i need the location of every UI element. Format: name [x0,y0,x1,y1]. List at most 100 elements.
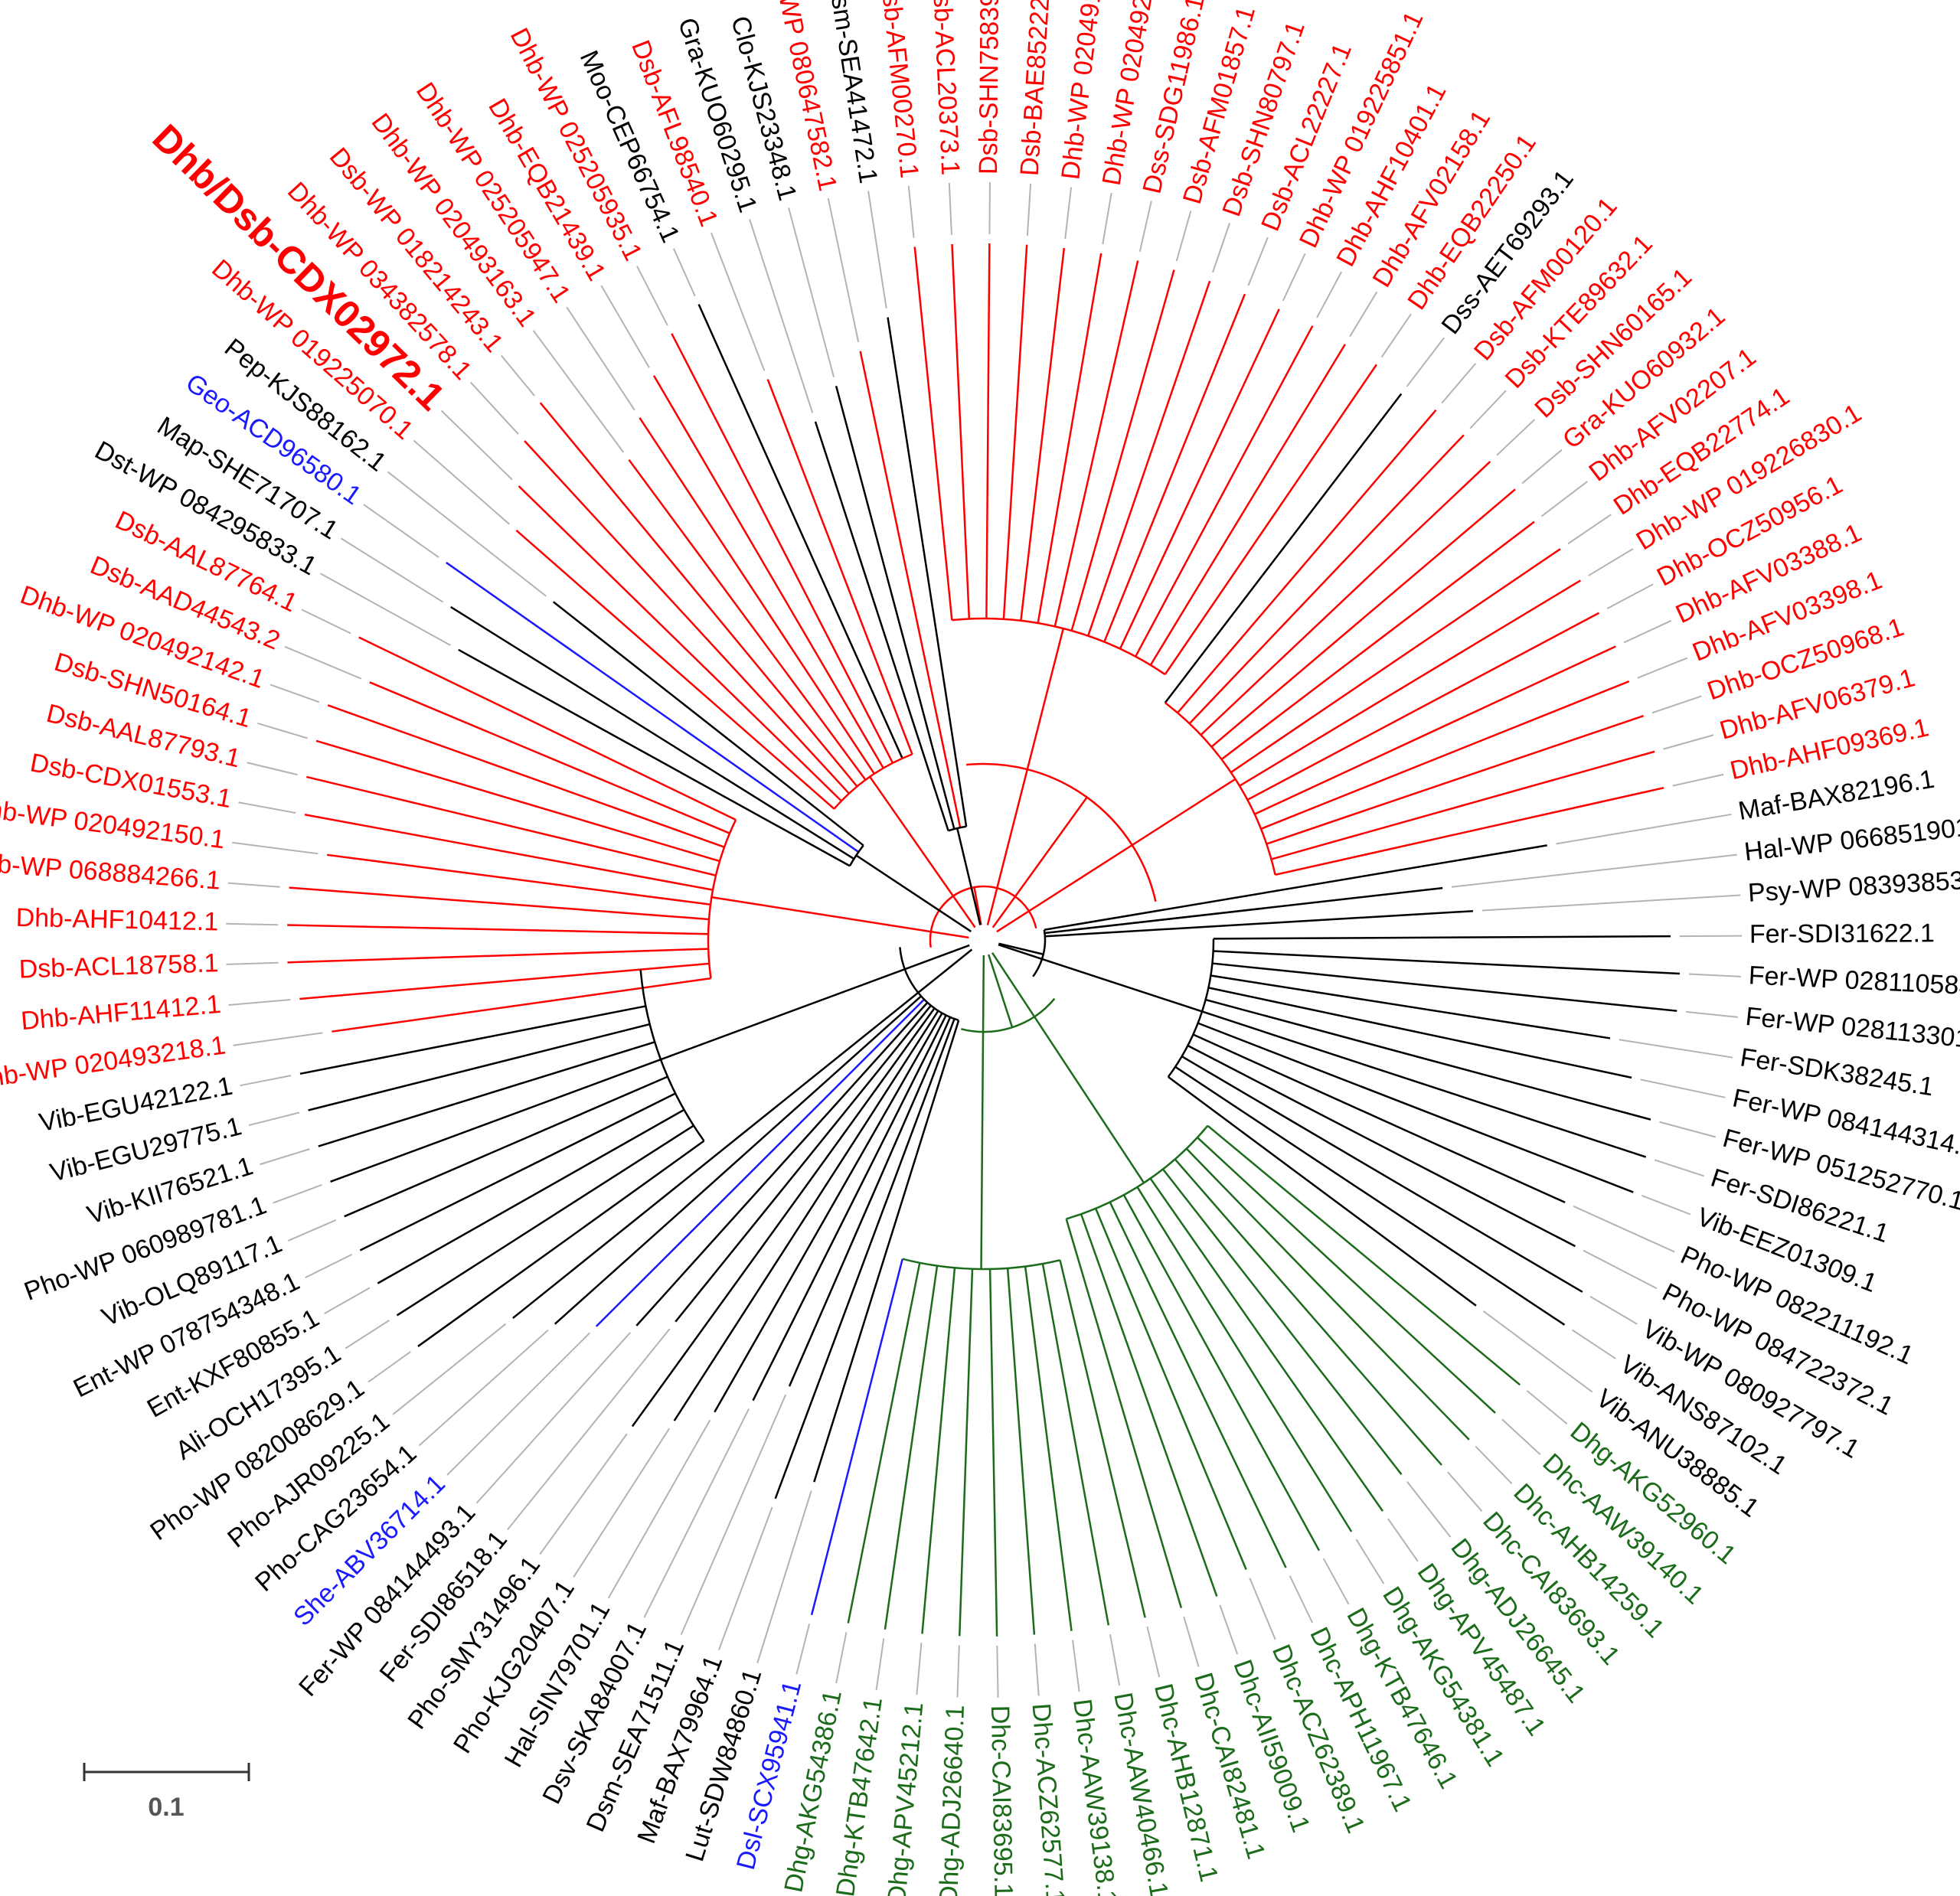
leaf-branch [358,636,737,821]
leaf-connector [1606,583,1654,610]
leaf-branch [305,775,717,876]
leaf-connector [301,609,351,635]
leaf-label: Dsb-ACL18758.1 [18,948,219,984]
leaf-connector [1588,548,1634,576]
leaf-branch [1041,1263,1110,1626]
leaf-connector [636,266,668,326]
leaf-branch [1168,1075,1477,1307]
leaf-branch [330,1059,662,1183]
leaf-branch [1070,269,1175,631]
leaf-branch [835,385,956,830]
leaf-connector [1640,1079,1726,1098]
leaf-branch [515,529,835,810]
leaf-connector [418,1329,549,1447]
leaf-connector [1451,853,1737,888]
leaf-branch [1149,1177,1383,1512]
leaf-label: Dsb-SHN75839.1 [974,0,1004,175]
leaf-branch [1254,645,1616,815]
leaf-branch [631,1007,936,1428]
leaf-connector [232,841,318,855]
leaf-connector [475,1332,632,1504]
leaf-branch [652,375,884,769]
leaf-connector [1349,291,1378,338]
leaf-branch [1213,950,1680,975]
leaf-branch [1200,461,1491,736]
leaf-branch [766,379,913,755]
leaf-connector [469,381,519,435]
clade-stem [996,778,1236,933]
leaf-connector [1642,1194,1691,1216]
leaf-connector [1573,1205,1675,1253]
leaf-branch [1135,325,1314,658]
clade-stem [991,796,1088,928]
leaf-connector [227,882,280,888]
leaf-connector [607,1419,711,1599]
leaf-branch [450,605,855,860]
scale-bar-label: 0.1 [148,1793,184,1822]
leaf-label: Fer-WP 028110583.1 [1748,961,1960,1002]
leaf-connector [1355,1539,1385,1584]
leaf-branch [1187,1044,1576,1248]
leaf-connector [287,1219,337,1242]
leaf-branch [1220,521,1535,761]
leaf-connector [1589,1296,1638,1325]
leaf-connector [507,1328,671,1530]
leaf-branch [446,561,860,853]
leaf-branch [1185,1147,1470,1441]
leaf-branch [988,1268,998,1637]
leaf-connector [247,762,298,776]
leaf-branch [1201,1010,1647,1158]
clade-stem [956,827,982,925]
leaf-connector [1482,1310,1593,1393]
leaf-branch [1207,1124,1521,1386]
leaf-branch [1197,1137,1496,1414]
leaf-label: Dhb-WP 068884266.1 [0,847,221,896]
leaf-branch [327,853,711,906]
leaf-connector [1521,449,1563,485]
leaf-branch [958,1268,974,1637]
leaf-branch [884,1265,939,1630]
leaf-label: Dsb-AFM00270.1 [874,0,923,180]
scale-bar: 0.1 [83,1763,250,1822]
leaf-connector [1496,419,1536,456]
leaf-branch [1205,998,1651,1121]
leaf-connector [1316,271,1343,318]
leaf-connector [1146,1626,1161,1678]
tree-branches [287,243,1680,1637]
leaf-connector [1663,734,1714,750]
leaf-connector [273,1184,322,1204]
leaf-connector [1247,237,1269,286]
leaf-connector [1651,695,1702,714]
clade-arc [833,753,913,810]
leaf-connector [1659,1121,1717,1138]
leaf-connector [1406,337,1445,387]
leaf-connector [233,1032,323,1046]
leaf-label: Dhg-ADJ26640.1 [934,1705,970,1896]
leaf-connector [1102,192,1112,245]
leaf-connector [827,197,860,343]
leaf-branch [1065,1219,1183,1609]
leaf-connector [710,232,766,371]
leaf-branch [1136,1186,1353,1532]
leaf-branch [1192,1033,1566,1204]
leaf-connector [916,1643,923,1695]
clade-stem [660,944,970,1061]
clade-stem [711,896,969,939]
leaf-connector [305,1253,353,1279]
leaf-branch [697,304,903,759]
leaf-branch [458,648,851,867]
leaf-branch [671,333,894,764]
leaf-connector [956,1645,960,1698]
leaf-connector [1619,1039,1733,1059]
leaf-branch [289,886,710,921]
leaf-connector [1138,201,1152,253]
leaf-branch [673,1010,939,1421]
leaf-branch [1020,247,1066,621]
leaf-branch [1271,750,1655,860]
leaf-branch [524,440,850,795]
leaf-branch [1230,548,1561,774]
leaf-label: Dsb-BAE85222.1 [1015,0,1057,177]
leaf-branch [1210,488,1516,748]
leaf-connector [1540,481,1588,517]
